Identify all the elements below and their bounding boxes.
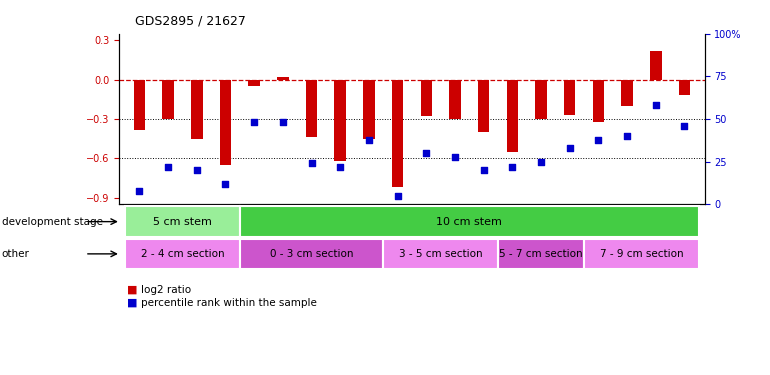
Point	[650, 102, 662, 108]
Point	[306, 160, 318, 166]
Bar	[125, 238, 239, 269]
Text: 0 - 3 cm section: 0 - 3 cm section	[270, 249, 353, 259]
Point	[621, 133, 633, 139]
Text: 3 - 5 cm section: 3 - 5 cm section	[399, 249, 483, 259]
Text: ■: ■	[127, 285, 141, 295]
Point	[191, 167, 203, 173]
Bar	[306, 80, 317, 138]
Text: 5 cm stem: 5 cm stem	[153, 217, 212, 226]
Point	[334, 164, 346, 170]
Text: log2 ratio: log2 ratio	[141, 285, 191, 295]
Bar	[564, 80, 575, 115]
Point	[363, 136, 375, 142]
Text: 2 - 4 cm section: 2 - 4 cm section	[141, 249, 224, 259]
Point	[678, 123, 691, 129]
Point	[219, 181, 232, 187]
Bar	[334, 80, 346, 161]
Bar	[449, 80, 460, 119]
Text: 5 - 7 cm section: 5 - 7 cm section	[499, 249, 583, 259]
Bar	[125, 206, 239, 237]
Bar	[383, 238, 498, 269]
Bar	[219, 80, 231, 165]
Text: 7 - 9 cm section: 7 - 9 cm section	[600, 249, 683, 259]
Text: development stage: development stage	[2, 217, 102, 226]
Point	[535, 159, 547, 165]
Bar	[420, 80, 432, 117]
Bar	[621, 80, 633, 106]
Bar	[650, 51, 661, 80]
Bar	[507, 80, 518, 152]
Point	[133, 188, 146, 194]
Point	[564, 145, 576, 151]
Text: 10 cm stem: 10 cm stem	[437, 217, 502, 226]
Bar	[535, 80, 547, 119]
Bar	[363, 80, 375, 139]
Bar	[678, 80, 690, 96]
Text: ■: ■	[127, 298, 141, 308]
Point	[420, 150, 433, 156]
Point	[391, 193, 403, 199]
Text: percentile rank within the sample: percentile rank within the sample	[141, 298, 316, 308]
Bar	[593, 80, 604, 122]
Bar	[498, 238, 584, 269]
Bar	[584, 238, 699, 269]
Bar	[277, 77, 289, 80]
Point	[248, 120, 260, 126]
Point	[477, 167, 490, 173]
Point	[276, 120, 289, 126]
Point	[162, 164, 174, 170]
Point	[592, 136, 604, 142]
Bar	[191, 80, 203, 139]
Bar	[249, 80, 260, 86]
Point	[506, 164, 518, 170]
Bar	[134, 80, 146, 130]
Bar	[239, 206, 699, 237]
Bar	[478, 80, 490, 132]
Text: GDS2895 / 21627: GDS2895 / 21627	[135, 15, 246, 28]
Bar	[392, 80, 403, 188]
Point	[449, 154, 461, 160]
Bar	[162, 80, 174, 119]
Text: other: other	[2, 249, 29, 259]
Bar	[239, 238, 383, 269]
